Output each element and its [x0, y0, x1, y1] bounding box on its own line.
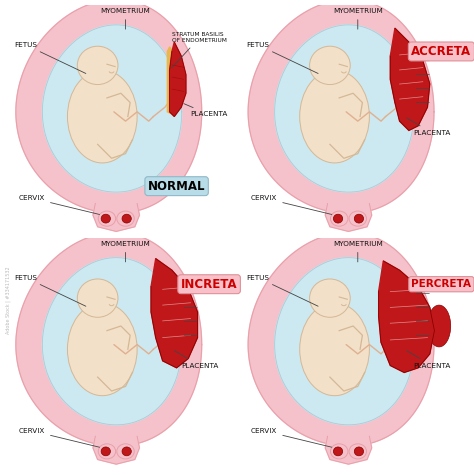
Polygon shape [379, 261, 434, 372]
Text: MYOMETRIUM: MYOMETRIUM [100, 8, 150, 29]
Ellipse shape [333, 214, 343, 223]
Text: CERVIX: CERVIX [18, 195, 100, 215]
Ellipse shape [122, 447, 131, 456]
Polygon shape [325, 203, 372, 231]
Text: MYOMETRIUM: MYOMETRIUM [100, 241, 150, 262]
Text: MYOMETRIUM: MYOMETRIUM [333, 8, 383, 29]
Ellipse shape [310, 279, 350, 317]
Polygon shape [390, 28, 430, 131]
Ellipse shape [122, 214, 131, 223]
Polygon shape [93, 436, 139, 464]
Text: PLACENTA: PLACENTA [407, 118, 451, 136]
Polygon shape [16, 232, 202, 446]
Ellipse shape [300, 70, 369, 163]
Text: CERVIX: CERVIX [251, 195, 332, 215]
Text: STRATUM BASILIS
OF ENDOMETRIUM: STRATUM BASILIS OF ENDOMETRIUM [172, 32, 227, 68]
Polygon shape [42, 257, 182, 425]
Ellipse shape [310, 46, 350, 85]
Text: Adobe Stock | #334171532: Adobe Stock | #334171532 [6, 266, 11, 334]
Polygon shape [325, 436, 372, 464]
Ellipse shape [117, 444, 134, 459]
Text: PLACENTA: PLACENTA [407, 351, 451, 369]
Text: CERVIX: CERVIX [251, 428, 332, 447]
Polygon shape [274, 257, 414, 425]
Polygon shape [167, 47, 181, 114]
Polygon shape [151, 259, 198, 368]
Polygon shape [170, 42, 186, 116]
Polygon shape [16, 0, 202, 213]
Ellipse shape [428, 305, 451, 347]
Text: FETUS: FETUS [246, 42, 318, 74]
Ellipse shape [349, 211, 366, 226]
Ellipse shape [67, 303, 137, 396]
Ellipse shape [349, 444, 366, 459]
Ellipse shape [117, 211, 134, 226]
Text: INCRETA: INCRETA [181, 278, 237, 291]
Ellipse shape [67, 70, 137, 163]
Text: CERVIX: CERVIX [18, 428, 100, 447]
Polygon shape [248, 0, 434, 213]
Text: PLACENTA: PLACENTA [184, 104, 228, 117]
Text: PLACENTA: PLACENTA [174, 351, 219, 369]
Ellipse shape [98, 444, 116, 459]
Text: FETUS: FETUS [14, 275, 86, 306]
Ellipse shape [330, 444, 348, 459]
Ellipse shape [77, 279, 118, 317]
Ellipse shape [101, 214, 110, 223]
Polygon shape [93, 203, 139, 231]
Ellipse shape [330, 211, 348, 226]
Ellipse shape [77, 46, 118, 85]
Ellipse shape [354, 447, 364, 456]
Ellipse shape [333, 447, 343, 456]
Ellipse shape [354, 214, 364, 223]
Polygon shape [248, 232, 434, 446]
Ellipse shape [300, 303, 369, 396]
Text: ACCRETA: ACCRETA [411, 45, 472, 58]
Polygon shape [42, 25, 182, 192]
Text: FETUS: FETUS [246, 275, 318, 306]
Text: PERCRETA: PERCRETA [411, 279, 471, 289]
Text: MYOMETRIUM: MYOMETRIUM [333, 241, 383, 262]
Text: FETUS: FETUS [14, 42, 86, 74]
Ellipse shape [98, 211, 116, 226]
Ellipse shape [101, 447, 110, 456]
Polygon shape [274, 25, 414, 192]
Text: NORMAL: NORMAL [148, 180, 205, 193]
